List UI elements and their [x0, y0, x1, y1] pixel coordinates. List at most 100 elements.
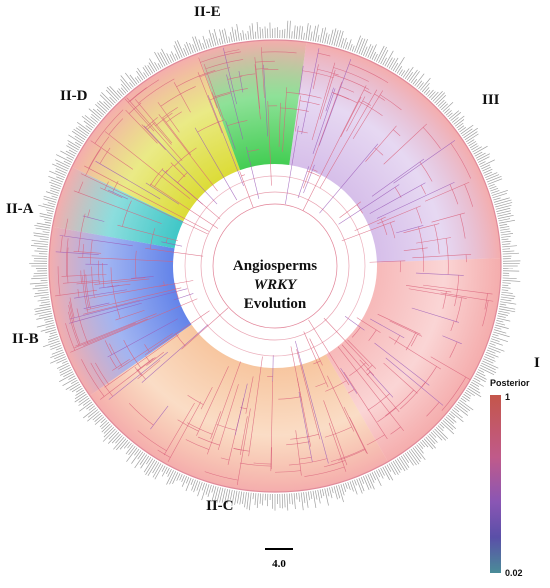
tip-label — [444, 418, 457, 430]
tip-label — [406, 451, 417, 466]
tip-label — [345, 42, 349, 50]
branch — [161, 241, 183, 247]
tip-label — [79, 401, 93, 412]
branch — [426, 402, 440, 417]
tip-label — [83, 407, 97, 419]
branch — [261, 51, 297, 54]
branch — [82, 215, 105, 222]
branch — [394, 335, 401, 345]
tip-label — [68, 149, 77, 155]
branch — [359, 359, 375, 376]
tip-label — [495, 322, 506, 326]
branch — [383, 123, 427, 165]
tip-label — [488, 183, 495, 187]
tip-label — [319, 28, 324, 43]
tip-label — [390, 462, 399, 475]
branch — [83, 269, 89, 308]
tip-label — [298, 25, 301, 40]
tip-label — [34, 310, 52, 315]
branch — [75, 313, 157, 347]
tip-label — [124, 72, 136, 87]
tip-label — [119, 439, 129, 450]
tip-label — [102, 428, 116, 442]
tip-label — [59, 364, 70, 371]
tip-label — [54, 354, 65, 360]
tip-label — [65, 381, 79, 391]
branch — [297, 166, 310, 199]
branch — [91, 266, 95, 298]
tip-label — [56, 362, 69, 369]
tip-label — [498, 308, 516, 313]
branch — [377, 205, 421, 225]
tip-label — [404, 66, 414, 79]
branch — [94, 109, 124, 144]
tip-label — [451, 409, 463, 419]
branch — [420, 185, 426, 195]
tip-label — [92, 108, 103, 118]
branch — [224, 49, 240, 53]
tip-label — [106, 86, 120, 101]
tip-label — [78, 395, 88, 403]
branch — [403, 247, 428, 251]
tip-label — [499, 226, 510, 229]
branch — [298, 391, 313, 463]
branch — [312, 88, 336, 154]
branch — [240, 407, 247, 410]
branch — [84, 165, 210, 232]
tip-label — [500, 296, 515, 300]
tip-label — [231, 26, 235, 42]
branch — [278, 102, 281, 147]
tip-label — [85, 125, 93, 131]
tip-label — [108, 430, 118, 440]
tip-label — [196, 481, 201, 491]
tip-label — [367, 45, 374, 58]
tip-label — [418, 82, 424, 90]
branch — [78, 181, 84, 193]
tip-label — [329, 29, 334, 45]
branch — [150, 405, 169, 430]
branch — [411, 307, 460, 323]
branch — [163, 402, 195, 456]
tip-label — [219, 487, 224, 503]
tip-label — [34, 224, 51, 229]
tip-label — [126, 447, 138, 462]
branch — [337, 346, 404, 431]
tip-label — [291, 31, 293, 39]
branch — [99, 187, 123, 198]
branch — [150, 183, 219, 229]
tip-label — [296, 492, 298, 500]
tip-label — [410, 448, 421, 462]
tip-label — [497, 212, 511, 217]
branch — [196, 366, 229, 436]
tip-label — [248, 492, 252, 511]
tip-label — [498, 218, 511, 222]
tip-label — [404, 453, 414, 466]
tip-label — [394, 459, 402, 471]
branch — [280, 107, 309, 112]
tip-label — [66, 145, 78, 153]
branch — [227, 76, 243, 80]
tip-label — [252, 492, 254, 500]
branch — [125, 109, 158, 144]
center-title: WRKY — [254, 277, 298, 293]
tip-label — [402, 68, 410, 78]
outer-ring — [48, 39, 502, 493]
branch — [165, 237, 168, 243]
tip-label — [34, 306, 51, 310]
tip-label — [59, 373, 75, 383]
clade-label: II-A — [6, 201, 34, 217]
branch — [145, 248, 204, 257]
branch — [200, 51, 241, 63]
tip-label — [118, 88, 125, 96]
branch — [415, 207, 422, 224]
tip-label — [388, 463, 396, 475]
tip-label — [39, 213, 53, 217]
tip-label — [116, 438, 127, 451]
branch — [85, 149, 101, 176]
tip-label — [450, 411, 464, 423]
branch — [128, 403, 154, 426]
branch — [272, 355, 274, 382]
branch — [112, 180, 119, 193]
branch — [369, 318, 405, 339]
tip-label — [59, 369, 73, 376]
